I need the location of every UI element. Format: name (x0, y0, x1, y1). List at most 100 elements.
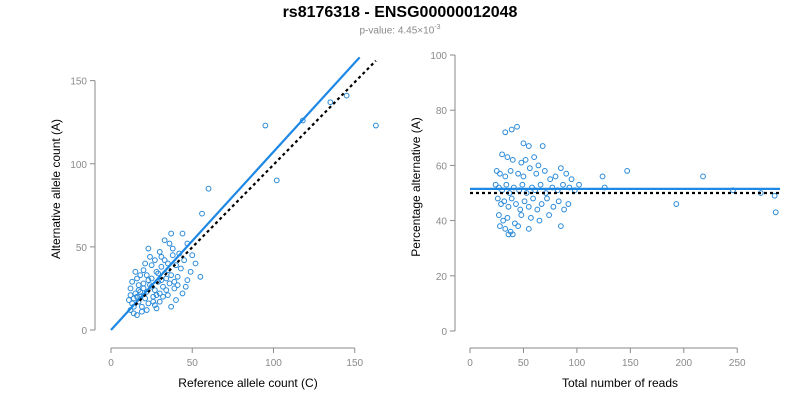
y-tick-label: 100 (70, 160, 87, 171)
data-point (519, 181, 526, 188)
data-point (555, 198, 562, 205)
data-point (163, 287, 170, 294)
y-tick-label: 20 (436, 272, 448, 283)
data-point (563, 170, 570, 177)
data-point (174, 282, 181, 289)
data-point (134, 312, 140, 318)
data-point (515, 223, 522, 230)
data-point (531, 154, 538, 161)
data-point (525, 203, 532, 210)
data-point (535, 162, 542, 169)
data-point (522, 156, 529, 163)
data-point (130, 310, 137, 317)
data-point (179, 290, 186, 297)
data-point (494, 195, 501, 202)
data-point (192, 260, 199, 267)
data-point (156, 290, 163, 297)
data-point (137, 288, 144, 295)
y-tick-label: 50 (76, 243, 88, 254)
data-point (140, 280, 147, 287)
data-point (521, 198, 528, 205)
y-tick-label: 60 (436, 161, 448, 172)
data-point (513, 201, 519, 207)
data-point (127, 292, 134, 298)
data-point (153, 268, 160, 275)
data-point (517, 206, 524, 213)
x-axis-label: Reference allele count (C) (178, 376, 317, 390)
data-point (153, 292, 160, 298)
x-tick-label: 250 (729, 358, 746, 369)
data-point (502, 173, 509, 180)
data-point (526, 165, 533, 172)
data-point (520, 173, 527, 180)
data-point (520, 140, 527, 147)
data-point (498, 201, 504, 207)
data-point (557, 165, 564, 172)
data-point (528, 214, 534, 221)
y-tick-label: 150 (70, 77, 87, 88)
data-point (161, 237, 168, 244)
pvalue-exponent: -3 (434, 24, 441, 31)
data-point (560, 181, 566, 188)
data-point (177, 265, 184, 272)
data-point (327, 99, 334, 106)
data-point (169, 252, 176, 259)
data-point (561, 206, 567, 213)
data-point (153, 305, 160, 312)
data-point (546, 212, 553, 218)
data-point (539, 143, 546, 149)
data-point (148, 262, 155, 269)
data-point (505, 203, 512, 210)
data-point (168, 272, 175, 279)
data-point (530, 195, 536, 202)
data-point (134, 293, 140, 300)
data-point (504, 214, 511, 221)
data-point (507, 168, 514, 174)
data-point (145, 245, 152, 252)
data-point (372, 122, 379, 129)
data-point (173, 297, 179, 303)
data-point (143, 307, 150, 313)
data-point (163, 275, 170, 282)
data-point (166, 280, 173, 287)
data-point (503, 181, 510, 188)
data-point (772, 209, 779, 216)
data-point (547, 176, 554, 183)
y-tick-label: 100 (430, 51, 447, 62)
data-point (161, 257, 168, 264)
data-point (155, 270, 162, 277)
fit-line (110, 56, 361, 331)
data-point (151, 302, 158, 308)
x-tick-label: 50 (518, 358, 530, 369)
data-point (576, 181, 582, 188)
x-tick-label: 0 (467, 358, 473, 369)
data-point (273, 177, 280, 184)
x-tick-label: 100 (265, 358, 282, 369)
data-point (142, 260, 149, 267)
data-point (538, 201, 545, 207)
data-point (182, 283, 189, 290)
data-point (179, 230, 186, 237)
data-point (537, 181, 544, 188)
data-point (156, 298, 163, 305)
data-point (199, 210, 205, 217)
data-point (158, 263, 165, 270)
data-point (189, 252, 196, 259)
data-point (125, 297, 132, 303)
data-point (504, 154, 511, 161)
data-point (493, 168, 500, 174)
data-point (168, 303, 175, 310)
data-point (501, 198, 508, 205)
data-point (150, 298, 157, 305)
data-point (525, 143, 532, 149)
data-point (166, 240, 173, 247)
x-axis-label: Total number of reads (562, 376, 678, 390)
data-point (525, 225, 532, 232)
data-point (502, 129, 509, 136)
data-point (343, 92, 350, 99)
data-point (624, 168, 631, 174)
data-point (497, 170, 503, 177)
data-point (568, 176, 575, 183)
data-point (518, 212, 525, 218)
